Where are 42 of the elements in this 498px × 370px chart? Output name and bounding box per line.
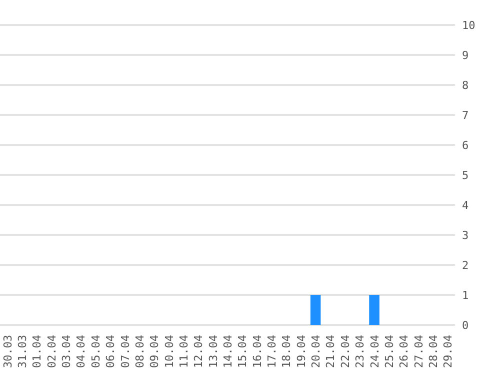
- x-tick-label: 20.04: [310, 334, 323, 368]
- x-tick-label: 14.04: [222, 334, 234, 368]
- x-tick-label: 27.04: [412, 334, 426, 368]
- x-tick-label: 23.04: [354, 334, 367, 368]
- x-tick-label: 10.04: [162, 334, 176, 368]
- y-tick-label: 0: [462, 318, 469, 332]
- y-tick-label: 6: [462, 138, 469, 152]
- y-tick-label: 2: [462, 258, 469, 272]
- y-tick-label: 3: [462, 228, 469, 242]
- x-tick-label: 17.04: [266, 334, 279, 368]
- x-tick-label: 31.03: [16, 334, 30, 368]
- x-tick-label: 28.04: [426, 334, 440, 368]
- x-tick-label: 21.04: [324, 334, 338, 368]
- x-tick-label: 11.04: [177, 334, 190, 368]
- y-tick-label: 8: [462, 78, 469, 92]
- x-tick-label: 16.04: [250, 334, 264, 368]
- x-tick-label: 03.04: [60, 334, 74, 368]
- y-tick-label: 4: [462, 198, 469, 212]
- x-tick-label: 05.04: [89, 334, 102, 368]
- x-tick-label: 22.04: [338, 334, 352, 368]
- x-tick-label: 29.04: [442, 334, 455, 368]
- y-tick-label: 5: [462, 168, 469, 182]
- y-tick-label: 1: [462, 288, 469, 302]
- x-tick-label: 01.04: [30, 334, 44, 368]
- x-tick-label: 19.04: [294, 334, 308, 368]
- y-tick-label: 9: [462, 48, 469, 62]
- y-tick-label: 7: [462, 108, 469, 122]
- x-tick-label: 07.04: [118, 334, 132, 368]
- x-tick-label: 25.04: [382, 334, 396, 368]
- x-tick-label: 30.03: [1, 334, 14, 368]
- x-tick-label: 08.04: [133, 334, 146, 368]
- x-tick-label: 26.04: [398, 334, 411, 368]
- x-tick-label: 18.04: [280, 334, 294, 368]
- x-tick-label: 02.04: [45, 334, 58, 368]
- x-tick-label: 15.04: [236, 334, 250, 368]
- x-tick-label: 12.04: [192, 334, 206, 368]
- x-tick-label: 06.04: [104, 334, 118, 368]
- x-tick-label: 04.04: [74, 334, 88, 368]
- x-tick-label: 24.04: [368, 334, 382, 368]
- y-tick-label: 10: [462, 18, 476, 32]
- x-tick-label: 09.04: [148, 334, 162, 368]
- x-tick-label: 13.04: [206, 334, 220, 368]
